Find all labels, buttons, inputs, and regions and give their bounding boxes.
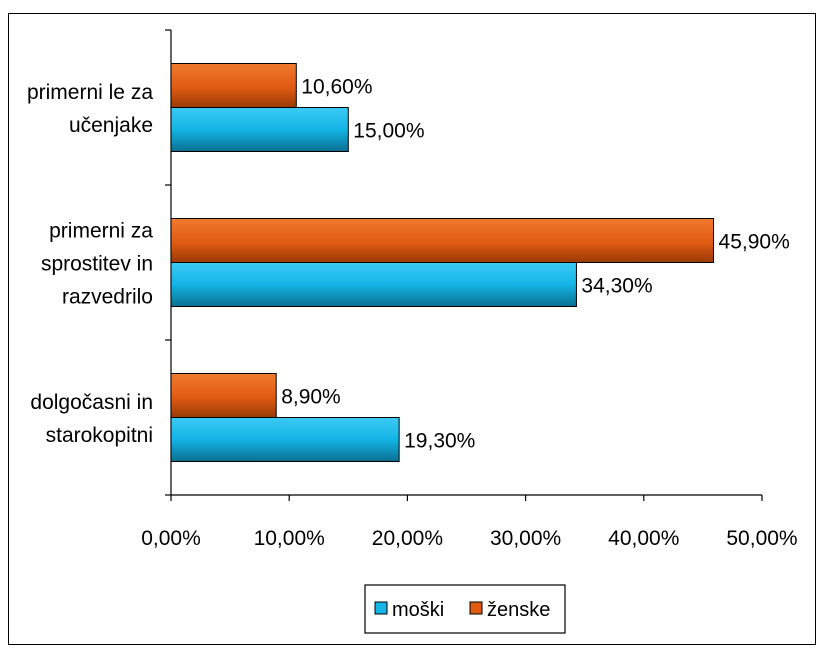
category-label: primerni le za — [27, 81, 153, 104]
category-label: dolgočasni in — [30, 391, 153, 414]
category-label: sprostitev in — [41, 253, 153, 276]
data-label: 8,90% — [281, 386, 341, 409]
bar-zenske — [170, 373, 277, 418]
legend-swatch — [469, 601, 483, 615]
bars — [170, 63, 715, 462]
category-label: starokopitni — [46, 424, 153, 447]
data-label: 34,30% — [581, 275, 652, 298]
data-label: 10,60% — [301, 76, 372, 99]
data-label: 45,90% — [719, 231, 790, 254]
data-label: 19,30% — [404, 430, 475, 453]
x-tick-label: 50,00% — [726, 527, 797, 550]
legend-box — [364, 584, 566, 634]
bar-moski — [170, 107, 349, 152]
x-tick-label: 20,00% — [372, 527, 443, 550]
x-tick-label: 10,00% — [254, 527, 325, 550]
bar-moski — [170, 417, 400, 462]
labels: 0,00% 10,00% 20,00% 30,00% 40,00% 50,00% 10,60… — [27, 76, 798, 551]
bar-zenske — [170, 63, 297, 108]
x-tick-label: 40,00% — [608, 527, 679, 550]
legend-label: ženske — [487, 599, 550, 621]
bar-zenske — [170, 218, 715, 263]
data-label: 15,00% — [353, 120, 424, 143]
category-label: razvedrilo — [62, 286, 153, 309]
legend-label: moški — [392, 599, 444, 621]
category-label: primerni za — [49, 220, 153, 243]
bar-moski — [170, 262, 577, 307]
x-tick-label: 30,00% — [490, 527, 561, 550]
legend: moški ženske — [364, 584, 566, 634]
x-tick-label: 0,00% — [141, 527, 201, 550]
legend-swatch — [374, 601, 388, 615]
category-label: učenjake — [69, 114, 153, 137]
chart-frame — [8, 13, 816, 645]
